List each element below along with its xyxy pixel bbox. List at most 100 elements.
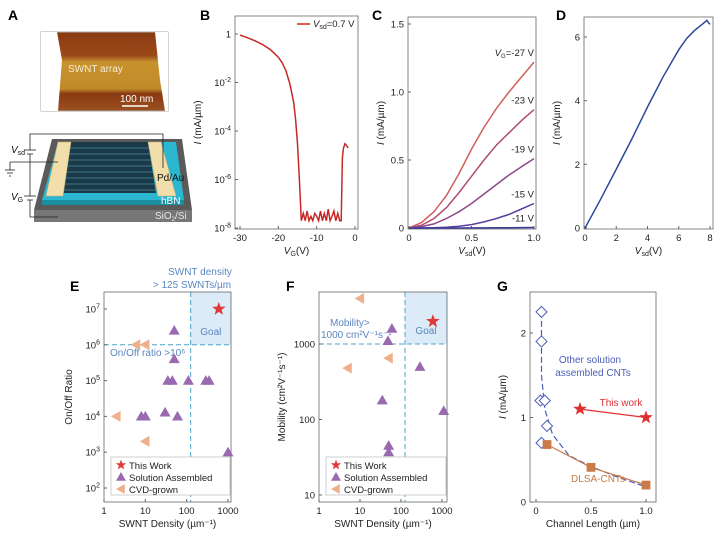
legend-label-sub: sd bbox=[319, 24, 327, 31]
y-tick-exponent: 6 bbox=[96, 339, 100, 346]
y-tick-exponent: -2 bbox=[225, 77, 231, 84]
data-point bbox=[414, 361, 426, 371]
y-tick-exponent: 5 bbox=[96, 375, 100, 382]
other-cnts-label-2: assembled CNTs bbox=[555, 368, 631, 379]
y-tick-base: 10 bbox=[86, 412, 97, 423]
legend-label-main: V bbox=[313, 19, 321, 30]
series-label-value: -23 V bbox=[511, 96, 534, 107]
y-tick-label: 1.5 bbox=[391, 20, 404, 31]
y-axis-label-rest: (mA/µm) bbox=[376, 101, 387, 142]
fit-line bbox=[540, 311, 649, 489]
data-point bbox=[110, 410, 121, 422]
y-axis-label: I (mA/µm) bbox=[498, 375, 509, 419]
y-axis-label-main: Mobility (cm²V⁻¹s⁻¹) bbox=[277, 353, 288, 442]
x-axis-label: Vsd(V) bbox=[458, 246, 485, 258]
density-threshold-value: > 125 SWNTs/µm bbox=[153, 280, 231, 291]
series-label-v: V bbox=[495, 48, 503, 59]
x-tick-label: 6 bbox=[676, 233, 681, 244]
data-point bbox=[535, 335, 548, 348]
x-axis-label-rest: (V) bbox=[649, 246, 662, 257]
data-point bbox=[130, 339, 141, 351]
connecting-line bbox=[579, 408, 647, 419]
x-axis-label-rest: (V) bbox=[472, 246, 485, 257]
y-tick-label: 10-4 bbox=[214, 126, 231, 138]
data-point bbox=[382, 335, 394, 345]
legend-marker bbox=[331, 484, 340, 494]
panel-label-g: G bbox=[497, 278, 508, 294]
x-tick-label: -20 bbox=[271, 233, 285, 244]
panel-label-e: E bbox=[70, 278, 79, 294]
x-axis-label: VG(V) bbox=[284, 246, 309, 258]
x-axis-label-main: V bbox=[635, 246, 643, 257]
y-tick-label: 2 bbox=[521, 329, 526, 340]
data-point bbox=[641, 480, 651, 490]
goal-label: Goal bbox=[200, 327, 221, 338]
x-axis-label-sub: G bbox=[290, 251, 295, 258]
x-tick-label: 0 bbox=[582, 233, 587, 244]
data-point bbox=[383, 440, 395, 450]
data-point bbox=[538, 394, 552, 407]
y-tick-base: 10 bbox=[86, 305, 97, 316]
series-label: -19 V bbox=[511, 145, 534, 156]
data-point bbox=[212, 301, 226, 315]
x-tick-label: 1 bbox=[316, 506, 321, 517]
y-tick-exponent: 2 bbox=[96, 483, 100, 490]
series-line bbox=[409, 226, 535, 229]
contact-label: Pd/Au bbox=[157, 173, 184, 184]
x-axis-label-rest: (V) bbox=[296, 246, 309, 257]
data-point bbox=[383, 446, 395, 457]
x-tick-label: 1.0 bbox=[527, 233, 540, 244]
density-threshold-label: SWNT density bbox=[168, 267, 232, 278]
y-axis-label-italic: I bbox=[498, 416, 509, 419]
chart-e: Goal SWNT density > 125 SWNTs/µm On/Off rat… bbox=[64, 267, 239, 530]
plot-frame bbox=[529, 291, 657, 503]
legend-marker bbox=[116, 484, 125, 494]
data-point bbox=[168, 353, 180, 364]
x-tick-label: 2 bbox=[614, 233, 619, 244]
goal-label: Goal bbox=[415, 326, 436, 337]
goal-region bbox=[190, 292, 231, 345]
y-tick-base: 10 bbox=[214, 127, 225, 138]
chart-g: 0 0.5 1.0 0 1 2 Channel Length (µm) I (mA/µm) Ot… bbox=[498, 291, 657, 530]
x-tick-label: 1.0 bbox=[639, 506, 652, 517]
y-tick-base: 10 bbox=[214, 175, 225, 186]
series-line bbox=[408, 157, 535, 229]
y-axis-label: On/Off Ratio bbox=[64, 369, 75, 425]
y-tick-label: 6 bbox=[575, 33, 580, 44]
series-label-value: -19 V bbox=[511, 145, 534, 156]
x-axis-label-main: V bbox=[284, 246, 292, 257]
substrate-label: SiO2/Si bbox=[155, 211, 187, 223]
x-tick-label: 0.5 bbox=[465, 233, 478, 244]
substrate-main: SiO bbox=[155, 211, 172, 222]
y-tick-base: 10 bbox=[214, 78, 225, 89]
y-axis-label-italic: I bbox=[552, 142, 563, 145]
legend-label: CVD-grown bbox=[129, 485, 178, 496]
data-point bbox=[166, 375, 178, 385]
legend-marker bbox=[331, 472, 341, 481]
legend-box bbox=[110, 456, 231, 496]
legend-marker bbox=[116, 472, 126, 481]
vsd-label: Vsd bbox=[11, 145, 25, 157]
other-cnts-label: Other solution bbox=[559, 355, 621, 366]
mobility-threshold-label: Mobility> bbox=[330, 318, 370, 329]
y-tick-label: 106 bbox=[86, 339, 101, 351]
legend-label-rest: =0.7 V bbox=[327, 19, 355, 30]
y-tick-label: 10-8 bbox=[214, 223, 231, 235]
y-tick-label: 105 bbox=[86, 375, 101, 387]
x-axis-label: SWNT Density (µm⁻¹) bbox=[334, 519, 432, 530]
data-point bbox=[383, 352, 393, 364]
y-axis-label: I (mA/µm) bbox=[376, 101, 387, 145]
y-axis-label: I (mA/µm) bbox=[552, 101, 563, 145]
y-tick-base: 10 bbox=[86, 376, 97, 387]
goal-region bbox=[404, 292, 447, 344]
dlsa-label: DLSA-CNTs bbox=[571, 474, 625, 485]
series-label: -11 V bbox=[512, 213, 535, 224]
y-tick-base: 10 bbox=[86, 340, 97, 351]
series-label-sub: G bbox=[501, 54, 506, 60]
x-tick-label: 1000 bbox=[431, 506, 452, 517]
x-tick-label: 0 bbox=[406, 233, 411, 244]
device-schematic: Vsd VG Pd/Au hBN SiO2/Si bbox=[5, 133, 192, 223]
series-label-value: -27 V bbox=[511, 48, 534, 59]
y-axis-label: Mobility (cm²V⁻¹s⁻¹) bbox=[277, 353, 288, 442]
